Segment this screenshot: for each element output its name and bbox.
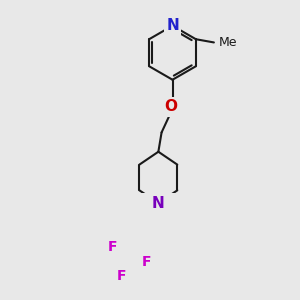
Text: N: N (166, 18, 179, 33)
Text: O: O (165, 99, 178, 114)
Text: F: F (116, 269, 126, 284)
Text: N: N (152, 196, 165, 211)
Text: F: F (107, 240, 117, 254)
Text: F: F (142, 255, 152, 269)
Text: Me: Me (219, 36, 238, 49)
